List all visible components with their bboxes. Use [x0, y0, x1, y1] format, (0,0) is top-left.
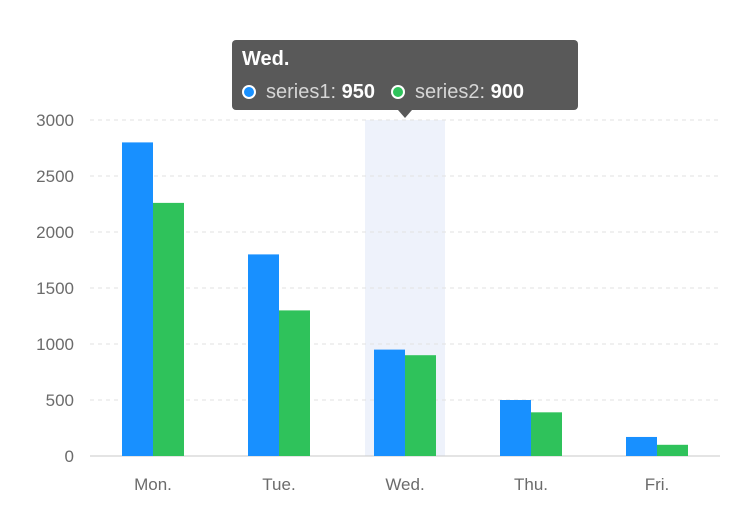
- tooltip: Wed. series1: 950 series2: 900: [232, 40, 578, 118]
- x-tick-label: Tue.: [262, 475, 295, 494]
- tooltip-items: series1: 950 series2: 900: [242, 80, 568, 104]
- series1-marker-icon: [242, 85, 256, 99]
- tooltip-series-value: 950: [341, 81, 375, 103]
- tooltip-colon: :: [479, 81, 491, 103]
- y-tick-label: 2500: [36, 167, 74, 186]
- tooltip-series-name: series2: [414, 81, 480, 103]
- bar-series2-mon[interactable]: [153, 202, 184, 456]
- tooltip-series-value: 900: [490, 81, 524, 103]
- tooltip-item-series2: series2: 900: [390, 80, 524, 104]
- tooltip-colon: :: [330, 81, 342, 103]
- tooltip-item-series1: series1: 950: [242, 80, 375, 104]
- bar-series1-thu[interactable]: [500, 400, 531, 456]
- tooltip-series-name: series1: [266, 81, 331, 103]
- bar-series1-mon[interactable]: [122, 142, 153, 456]
- bar-series2-wed[interactable]: [405, 355, 436, 456]
- bar-series2-tue[interactable]: [279, 310, 310, 456]
- tooltip-title: Wed.: [242, 48, 290, 70]
- bars: [122, 142, 688, 456]
- bar-series2-fri[interactable]: [657, 444, 688, 456]
- x-tick-label: Wed.: [385, 475, 424, 494]
- y-tick-label: 500: [46, 391, 74, 410]
- x-tick-label: Fri.: [645, 475, 670, 494]
- y-tick-label: 1000: [36, 335, 74, 354]
- bar-series1-tue[interactable]: [248, 254, 279, 456]
- y-tick-label: 3000: [36, 111, 74, 130]
- y-tick-label: 0: [65, 447, 74, 466]
- x-axis-ticks: Mon. Tue. Wed. Thu. Fri.: [134, 475, 669, 494]
- y-tick-label: 2000: [36, 223, 74, 242]
- bar-series1-fri[interactable]: [626, 436, 657, 456]
- y-axis-ticks: 0 500 1000 1500 2000 2500 3000: [36, 111, 74, 466]
- x-tick-label: Mon.: [134, 475, 172, 494]
- x-tick-label: Thu.: [514, 475, 548, 494]
- y-tick-label: 1500: [36, 279, 74, 298]
- bar-series2-thu[interactable]: [531, 412, 562, 456]
- series2-marker-icon: [390, 85, 405, 99]
- bar-series1-wed[interactable]: [374, 349, 405, 456]
